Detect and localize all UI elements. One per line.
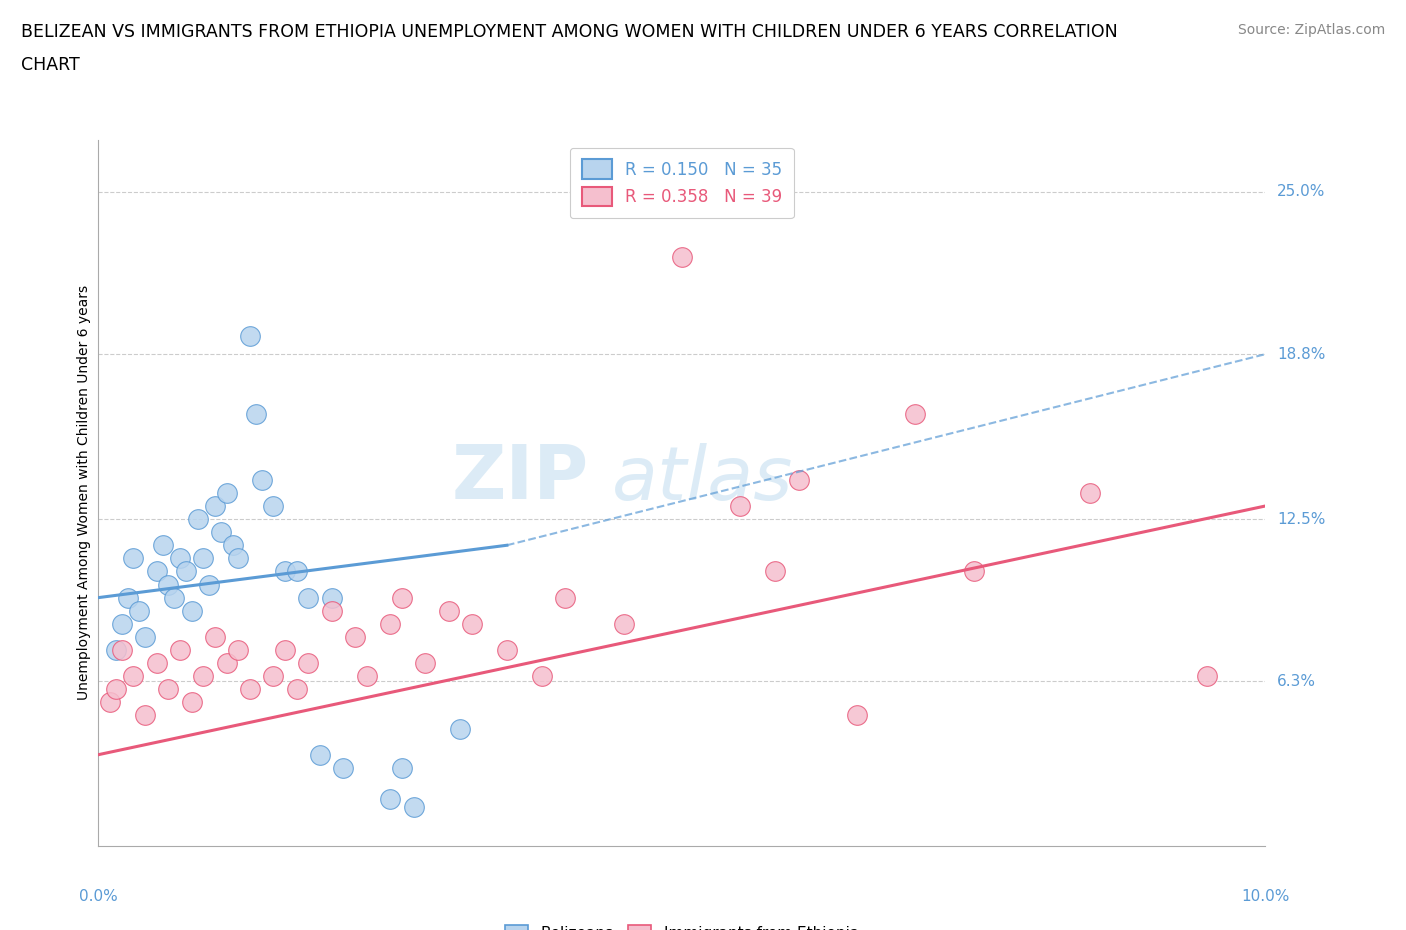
Legend: Belizeans, Immigrants from Ethiopia: Belizeans, Immigrants from Ethiopia: [498, 918, 866, 930]
Point: [962, 564, 984, 578]
Point: [495, 643, 517, 658]
Point: [128, 604, 150, 618]
Y-axis label: Unemployment Among Women with Children Under 6 years: Unemployment Among Women with Children U…: [77, 286, 91, 700]
Point: [671, 250, 693, 265]
Point: [356, 669, 378, 684]
Point: [134, 708, 156, 723]
Text: 6.3%: 6.3%: [1277, 674, 1316, 689]
Point: [612, 617, 634, 631]
Point: [146, 656, 169, 671]
Point: [285, 564, 308, 578]
Point: [321, 591, 343, 605]
Point: [730, 498, 752, 513]
Point: [169, 643, 191, 658]
Text: 18.8%: 18.8%: [1277, 347, 1326, 362]
Point: [180, 604, 202, 618]
Text: BELIZEAN VS IMMIGRANTS FROM ETHIOPIA UNEMPLOYMENT AMONG WOMEN WITH CHILDREN UNDE: BELIZEAN VS IMMIGRANTS FROM ETHIOPIA UNE…: [21, 23, 1118, 41]
Point: [215, 485, 238, 500]
Point: [163, 591, 186, 605]
Point: [228, 551, 250, 565]
Point: [245, 407, 267, 422]
Point: [239, 328, 262, 343]
Point: [193, 669, 215, 684]
Point: [157, 682, 180, 697]
Point: [274, 643, 297, 658]
Point: [378, 617, 402, 631]
Point: [215, 656, 238, 671]
Point: [274, 564, 297, 578]
Point: [787, 472, 810, 487]
Point: [250, 472, 273, 487]
Point: [285, 682, 308, 697]
Text: 0.0%: 0.0%: [79, 889, 118, 904]
Text: 25.0%: 25.0%: [1277, 184, 1326, 199]
Point: [104, 682, 127, 697]
Point: [449, 721, 471, 736]
Point: [309, 747, 332, 762]
Point: [262, 498, 284, 513]
Point: [461, 617, 484, 631]
Point: [146, 564, 169, 578]
Point: [228, 643, 250, 658]
Point: [134, 630, 156, 644]
Point: [117, 591, 139, 605]
Point: [763, 564, 786, 578]
Point: [904, 407, 927, 422]
Point: [122, 551, 145, 565]
Point: [297, 656, 319, 671]
Point: [530, 669, 553, 684]
Point: [262, 669, 284, 684]
Point: [152, 538, 174, 552]
Point: [104, 643, 127, 658]
Point: [209, 525, 232, 539]
Text: 10.0%: 10.0%: [1241, 889, 1289, 904]
Point: [180, 695, 202, 710]
Point: [413, 656, 436, 671]
Point: [391, 591, 413, 605]
Point: [198, 578, 221, 592]
Text: atlas: atlas: [612, 443, 793, 515]
Point: [157, 578, 180, 592]
Point: [554, 591, 576, 605]
Point: [378, 791, 402, 806]
Point: [344, 630, 367, 644]
Point: [204, 630, 226, 644]
Point: [321, 604, 343, 618]
Text: Source: ZipAtlas.com: Source: ZipAtlas.com: [1237, 23, 1385, 37]
Point: [169, 551, 191, 565]
Point: [174, 564, 197, 578]
Point: [402, 800, 425, 815]
Point: [297, 591, 319, 605]
Point: [98, 695, 121, 710]
Point: [193, 551, 215, 565]
Text: CHART: CHART: [21, 56, 80, 73]
Text: 12.5%: 12.5%: [1277, 512, 1326, 526]
Point: [221, 538, 243, 552]
Point: [204, 498, 226, 513]
Point: [239, 682, 262, 697]
Point: [845, 708, 868, 723]
Point: [111, 643, 134, 658]
Point: [187, 512, 209, 526]
Point: [122, 669, 145, 684]
Point: [111, 617, 134, 631]
Point: [1195, 669, 1218, 684]
Point: [1080, 485, 1102, 500]
Text: ZIP: ZIP: [451, 443, 589, 515]
Point: [391, 761, 413, 776]
Point: [332, 761, 354, 776]
Point: [437, 604, 460, 618]
